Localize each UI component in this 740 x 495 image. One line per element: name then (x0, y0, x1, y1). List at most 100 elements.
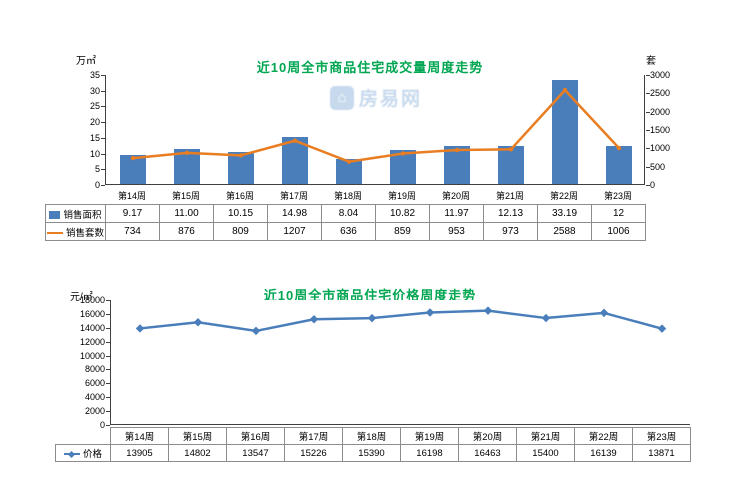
volume-chart-plot (105, 75, 645, 185)
volume-right-axis-unit-label: 套 (646, 56, 656, 67)
series-name: 销售面积 (63, 209, 102, 221)
axis-tick-mark (646, 148, 650, 150)
axis-tick-mark (106, 397, 110, 399)
axis-tick-mark (101, 122, 105, 124)
axis-tick-label: 3000 (650, 70, 671, 80)
axis-tick-label: 6000 (84, 378, 105, 389)
value-cell: 953 (429, 222, 484, 241)
category-label: 第23周 (603, 191, 632, 201)
table-row: 销售面积 9.17 11.00 10.15 14.98 8.04 10.82 11.97 12.… (45, 204, 646, 223)
axis-tick-label: 18000 (79, 295, 105, 305)
axis-tick-label: 8000 (84, 364, 105, 375)
value-cell: 15390 (342, 444, 401, 462)
axis-tick-label: 5 (94, 164, 100, 175)
line-series (135, 306, 667, 336)
value-cell: 16463 (458, 444, 517, 462)
value-cell: 734 (105, 222, 160, 241)
line-series (130, 87, 622, 164)
price-chart-plot (110, 300, 690, 425)
axis-tick-label: 4000 (84, 392, 105, 403)
category-cell: 第22周 (574, 427, 633, 445)
value-cell: 9.17 (105, 204, 160, 223)
price-chart-title: 近10周全市商品住宅价格周度走势 (263, 288, 477, 303)
axis-tick-mark (101, 153, 105, 155)
volume-left-axis-unit-label: 万㎡ (76, 56, 96, 67)
category-cell: 第23周 (632, 427, 691, 445)
axis-tick-mark (646, 130, 650, 131)
bar (606, 146, 632, 184)
axis-tick-mark (646, 185, 650, 186)
value-cell: 15226 (284, 444, 343, 462)
axis-tick-label: 500 (650, 161, 666, 172)
legend-line-icon (46, 231, 63, 234)
value-cell: 2588 (537, 222, 592, 241)
volume-data-table: 销售面积 9.17 11.00 10.15 14.98 8.04 10.82 11.97 12.… (45, 204, 646, 241)
value-cell: 14802 (168, 444, 227, 462)
axis-tick-mark (106, 355, 110, 357)
category-cell: 第17周 (284, 427, 343, 445)
value-cell: 636 (321, 222, 376, 241)
value-cell: 10.15 (213, 204, 268, 223)
axis-tick-label: 10 (89, 148, 100, 159)
axis-tick-label: 2500 (650, 88, 671, 99)
value-cell: 876 (159, 222, 214, 241)
axis-tick-label: 1500 (650, 125, 671, 135)
legend-line-icon (63, 450, 80, 459)
axis-tick-label: 16000 (79, 308, 105, 319)
price-data-table: 第14周 第15周 第16周 第17周 第18周 第19周 第20周 第21周 第22周 第23周… (55, 427, 691, 462)
category-label: 第18周 (333, 191, 362, 201)
axis-tick-mark (106, 300, 110, 301)
value-cell: 809 (213, 222, 268, 241)
axis-tick-mark (101, 75, 105, 76)
value-cell: 12.13 (483, 204, 538, 223)
category-label: 第14周 (117, 191, 146, 201)
axis-tick-mark (101, 169, 105, 171)
table-header-row: 第14周 第15周 第16周 第17周 第18周 第19周 第20周 第21周 第22周 第23周 (56, 427, 691, 445)
value-cell: 973 (483, 222, 538, 241)
category-cell: 第14周 (110, 427, 169, 445)
price-axis-unit-label: 元/㎡ (70, 292, 93, 303)
axis-tick-mark (646, 111, 650, 113)
axis-tick-label: 25 (89, 101, 100, 112)
axis-tick-mark (646, 166, 650, 168)
axis-tick-mark (646, 75, 650, 76)
category-label: 第17周 (279, 191, 308, 201)
category-label: 第16周 (225, 191, 254, 201)
category-cell: 第16周 (226, 427, 285, 445)
axis-tick-mark (106, 383, 110, 385)
bar (444, 146, 470, 184)
category-cell: 第15周 (168, 427, 227, 445)
series-name-cell: 销售面积 (45, 204, 106, 223)
category-label: 第22周 (549, 191, 578, 201)
value-cell: 13547 (226, 444, 285, 462)
axis-tick-mark (101, 106, 105, 108)
category-cell: 第19周 (400, 427, 459, 445)
axis-tick-label: 20 (89, 117, 100, 128)
axis-tick-label: 35 (89, 70, 100, 80)
value-cell: 14.98 (267, 204, 322, 223)
value-cell: 15400 (516, 444, 575, 462)
axis-tick-mark (101, 90, 105, 92)
axis-tick-label: 15 (89, 132, 100, 143)
category-cell: 第20周 (458, 427, 517, 445)
series-name-cell: 销售套数 (45, 222, 106, 241)
value-cell: 1207 (267, 222, 322, 241)
table-row: 销售套数 734 876 809 1207 636 859 953 973 2588 1006 (45, 222, 646, 241)
axis-tick-mark (101, 137, 105, 139)
series-name: 价格 (82, 449, 102, 460)
series-name: 销售套数 (65, 227, 104, 239)
bar (498, 145, 524, 184)
axis-tick-mark (106, 341, 110, 343)
axis-tick-label: 2000 (650, 106, 671, 117)
volume-chart-title: 近10周全市商品住宅成交量周度走势 (256, 60, 484, 75)
value-cell: 859 (375, 222, 430, 241)
table-row: 价格 13905 14802 13547 15226 15390 16198 16463 154… (55, 444, 691, 462)
category-label: 第21周 (495, 191, 524, 201)
axis-tick-mark (106, 411, 110, 413)
category-label: 第20周 (441, 191, 470, 201)
category-cell: 第18周 (342, 427, 401, 445)
value-cell: 11.97 (429, 204, 484, 223)
value-cell: 10.82 (375, 204, 430, 223)
value-cell: 13871 (632, 444, 691, 462)
